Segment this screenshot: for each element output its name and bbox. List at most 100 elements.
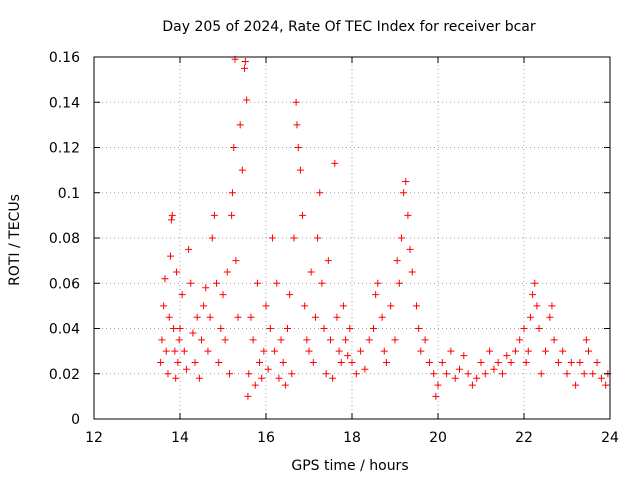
data-point bbox=[425, 358, 433, 366]
data-point bbox=[559, 347, 567, 355]
data-point bbox=[331, 159, 339, 167]
data-point bbox=[404, 211, 412, 219]
data-point bbox=[223, 268, 231, 276]
data-point bbox=[520, 325, 528, 332]
data-point bbox=[511, 347, 519, 355]
data-point bbox=[202, 284, 210, 292]
y-tick-label: 0.02 bbox=[49, 367, 80, 383]
data-point bbox=[253, 279, 261, 287]
data-point bbox=[494, 358, 502, 366]
data-point bbox=[522, 358, 530, 366]
data-point bbox=[597, 374, 605, 382]
y-tick-label: 0.08 bbox=[49, 231, 80, 247]
data-point bbox=[262, 302, 270, 310]
data-point bbox=[548, 302, 556, 310]
data-point bbox=[157, 358, 165, 366]
x-tick-label: 16 bbox=[257, 430, 275, 446]
y-axis: 0 0.02 0.04 0.06 0.08 0.1 0.12 0.14 0.16 bbox=[49, 50, 610, 428]
y-tick-label: 0 bbox=[71, 412, 80, 428]
data-point bbox=[593, 358, 601, 366]
data-point bbox=[256, 358, 264, 366]
data-point bbox=[275, 374, 283, 382]
data-point bbox=[182, 365, 190, 373]
data-point bbox=[342, 336, 350, 344]
data-point bbox=[311, 313, 319, 321]
data-point bbox=[503, 352, 511, 360]
y-tick-label: 0.14 bbox=[49, 95, 80, 111]
data-point bbox=[318, 279, 326, 287]
data-point bbox=[213, 279, 221, 287]
data-point bbox=[301, 302, 309, 310]
data-point bbox=[176, 325, 184, 332]
data-point bbox=[215, 358, 223, 366]
data-point bbox=[241, 58, 249, 66]
data-point bbox=[158, 336, 166, 344]
data-point bbox=[529, 291, 537, 299]
data-point bbox=[533, 302, 541, 310]
data-point bbox=[160, 302, 168, 310]
data-point bbox=[507, 358, 515, 366]
data-point bbox=[258, 374, 266, 382]
data-point bbox=[585, 347, 592, 355]
data-point bbox=[481, 370, 489, 378]
data-point bbox=[408, 268, 416, 276]
data-point bbox=[563, 370, 571, 378]
data-point bbox=[486, 347, 494, 355]
y-tick-label: 0.1 bbox=[58, 186, 80, 202]
data-point bbox=[370, 325, 377, 332]
data-point bbox=[524, 347, 532, 355]
y-tick-label: 0.04 bbox=[49, 322, 80, 338]
data-points bbox=[157, 55, 612, 400]
data-point bbox=[327, 336, 334, 344]
x-tick-label: 24 bbox=[601, 430, 619, 446]
data-point bbox=[309, 358, 317, 366]
x-tick-label: 20 bbox=[429, 430, 447, 446]
data-point bbox=[281, 381, 289, 389]
data-point bbox=[380, 347, 388, 355]
data-point bbox=[337, 358, 345, 366]
data-point bbox=[391, 336, 399, 344]
data-point bbox=[292, 98, 300, 106]
data-point bbox=[415, 325, 423, 332]
data-point bbox=[460, 352, 468, 360]
data-point bbox=[180, 347, 188, 355]
data-point bbox=[374, 279, 382, 287]
data-point bbox=[288, 370, 296, 378]
data-point bbox=[546, 313, 554, 321]
data-point bbox=[314, 234, 322, 242]
data-point bbox=[168, 211, 176, 219]
x-axis-label: GPS time / hours bbox=[291, 458, 408, 474]
data-point bbox=[531, 279, 539, 287]
data-point bbox=[244, 392, 252, 400]
data-point bbox=[395, 279, 403, 287]
y-axis-label: ROTI / TECUs bbox=[7, 194, 23, 286]
data-point bbox=[284, 325, 291, 332]
data-point bbox=[434, 381, 442, 389]
data-point bbox=[204, 347, 212, 355]
data-point bbox=[243, 96, 251, 104]
data-point bbox=[266, 325, 274, 332]
data-point bbox=[303, 336, 311, 344]
data-point bbox=[372, 291, 380, 299]
data-point bbox=[344, 352, 352, 360]
data-point bbox=[402, 177, 410, 185]
x-axis: 12 14 16 18 20 22 24 bbox=[85, 57, 619, 446]
data-point bbox=[305, 347, 313, 355]
data-point bbox=[322, 370, 330, 378]
data-point bbox=[208, 234, 216, 242]
data-point bbox=[307, 268, 315, 276]
data-point bbox=[225, 370, 233, 378]
data-point bbox=[296, 166, 304, 174]
data-point bbox=[572, 381, 580, 389]
data-point bbox=[451, 374, 459, 382]
data-point bbox=[589, 370, 597, 378]
data-point bbox=[171, 347, 179, 355]
data-point bbox=[189, 329, 197, 337]
data-point bbox=[567, 358, 575, 366]
data-point bbox=[406, 245, 414, 253]
data-point bbox=[417, 347, 425, 355]
data-point bbox=[173, 268, 181, 276]
data-point bbox=[290, 234, 298, 242]
data-point bbox=[271, 347, 279, 355]
grid bbox=[94, 57, 610, 419]
